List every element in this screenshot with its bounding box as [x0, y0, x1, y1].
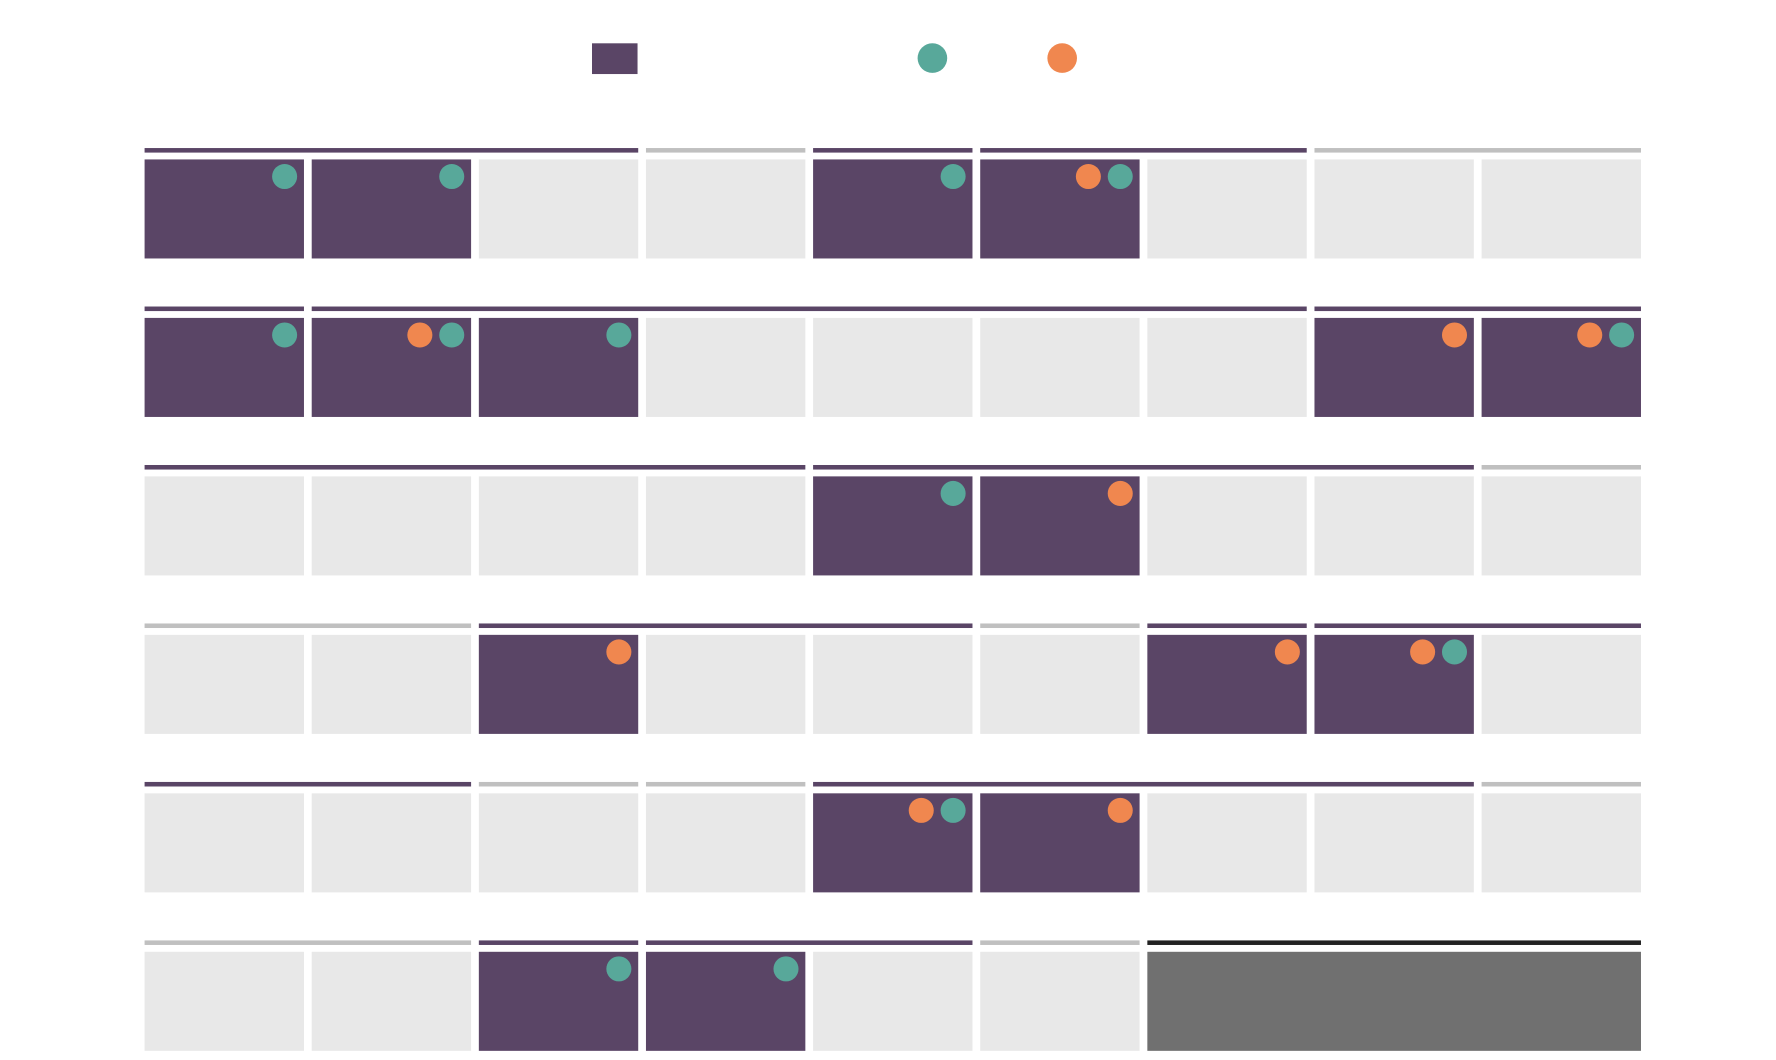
group-bar [813, 148, 973, 153]
empty-day [645, 793, 806, 893]
group-bar [144, 148, 639, 153]
inactive-block [1147, 951, 1641, 1051]
empty-day [144, 476, 304, 576]
empty-day [980, 634, 1140, 734]
empty-day [1481, 159, 1641, 259]
group-bar [645, 781, 806, 787]
group-bar [478, 781, 639, 787]
group-bar [311, 306, 1307, 312]
teal-dot [272, 163, 298, 190]
empty-day [1314, 159, 1474, 259]
empty-day [980, 951, 1140, 1051]
empty-day [813, 634, 973, 734]
empty-day [1481, 476, 1641, 576]
group-bar [1147, 623, 1307, 629]
teal-dot [773, 956, 799, 982]
orange-dot [1107, 480, 1133, 506]
empty-day [478, 793, 639, 893]
empty-day [1147, 317, 1307, 417]
legend-dot [917, 43, 948, 73]
orange-dot [1410, 639, 1436, 665]
group-bar [144, 940, 472, 945]
group-bar [144, 306, 304, 312]
group-bar [144, 464, 806, 470]
teal-dot [1441, 639, 1468, 665]
orange-dot [1441, 322, 1468, 348]
empty-day [1481, 793, 1641, 893]
group-bar [980, 148, 1307, 153]
group-bar [1481, 781, 1641, 787]
empty-day [311, 476, 472, 576]
empty-day [311, 634, 472, 734]
empty-day [1147, 793, 1307, 893]
group-bar [1314, 623, 1641, 629]
group-bar [813, 464, 1474, 470]
empty-day [478, 476, 639, 576]
group-bar [1314, 148, 1641, 153]
group-bar [645, 940, 973, 945]
empty-day [1314, 476, 1474, 576]
teal-dot [940, 480, 966, 506]
group-bar [478, 940, 639, 945]
group-bar [980, 623, 1140, 629]
teal-dot [439, 163, 465, 190]
empty-day [311, 793, 472, 893]
empty-day [645, 476, 806, 576]
empty-day [1147, 159, 1307, 259]
group-bar [813, 781, 1474, 787]
teal-dot [439, 322, 465, 348]
group-bar [144, 623, 472, 629]
teal-dot [606, 322, 632, 348]
empty-day [144, 634, 304, 734]
group-bar [144, 781, 472, 787]
orange-dot [1577, 322, 1603, 348]
empty-day [645, 159, 806, 259]
empty-day [980, 317, 1140, 417]
orange-dot [1274, 639, 1300, 665]
empty-day [478, 159, 639, 259]
group-bar [478, 623, 973, 629]
teal-dot [1609, 322, 1635, 348]
orange-dot [1107, 797, 1133, 823]
teal-dot [272, 322, 298, 348]
empty-day [1481, 634, 1641, 734]
empty-day [1314, 793, 1474, 893]
legend-swatch [592, 43, 638, 75]
group-bar [1314, 306, 1641, 312]
orange-dot [606, 639, 632, 665]
orange-dot [908, 797, 934, 823]
group-bar [980, 940, 1140, 945]
group-bar [645, 148, 806, 153]
empty-day [813, 951, 973, 1051]
empty-day [645, 317, 806, 417]
empty-day [144, 951, 304, 1051]
orange-dot [407, 322, 433, 348]
legend-dot [1047, 43, 1077, 73]
empty-day [311, 951, 472, 1051]
teal-dot [940, 163, 966, 190]
orange-dot [1075, 163, 1101, 190]
teal-dot [940, 797, 966, 823]
group-bar [1481, 464, 1641, 470]
empty-day [645, 634, 806, 734]
teal-dot [1107, 163, 1133, 190]
group-bar [1147, 940, 1641, 945]
empty-day [1147, 476, 1307, 576]
teal-dot [606, 956, 632, 982]
empty-day [144, 793, 304, 893]
empty-day [813, 317, 973, 417]
